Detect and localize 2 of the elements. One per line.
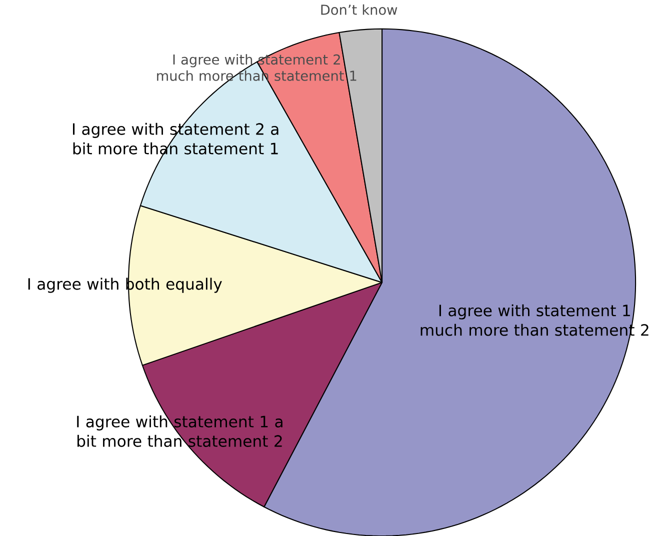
slice-label: Don’t know: [321, 4, 398, 15]
slice-label: I agree with statement 1 a bit more than statement 2: [77, 415, 282, 447]
